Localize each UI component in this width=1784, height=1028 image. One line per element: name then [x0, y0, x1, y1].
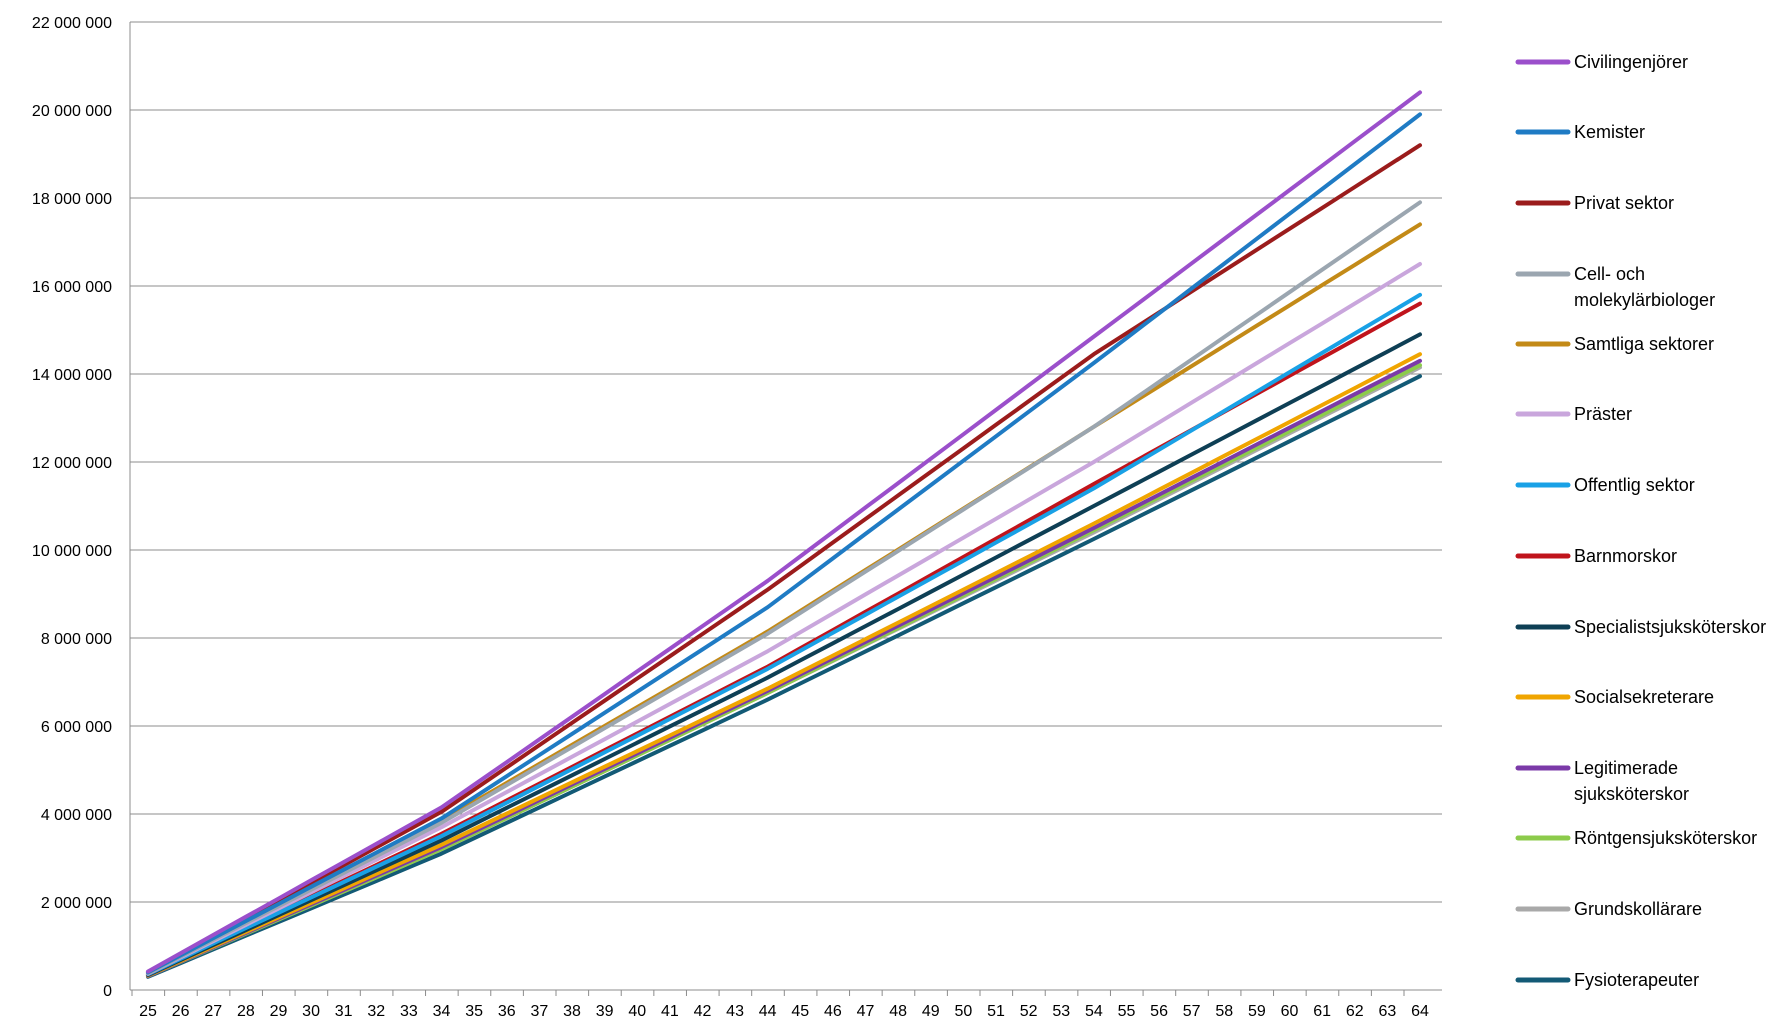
y-tick-label: 8 000 000: [41, 631, 112, 648]
x-tick-label: 62: [1346, 1003, 1364, 1020]
legend-entry-socialsekreterare: Socialsekreterare: [1515, 687, 1714, 707]
y-tick-label: 22 000 000: [32, 15, 112, 32]
series-line-socialsekreterare: [146, 352, 1422, 978]
series-line-samtliga-sektorer: [146, 222, 1422, 975]
x-tick-label: 48: [889, 1003, 907, 1020]
y-tick-label: 12 000 000: [32, 455, 112, 472]
y-tick-label: 2 000 000: [41, 895, 112, 912]
axes: [129, 22, 1442, 996]
legend-label: Specialistsjuksköterskor: [1574, 617, 1766, 637]
legend-entry-specialistsjuksköterskor: Specialistsjuksköterskor: [1515, 617, 1766, 637]
y-tick-label: 6 000 000: [41, 719, 112, 736]
legend-entry-offentlig-sektor: Offentlig sektor: [1515, 475, 1695, 495]
legend-entry-barnmorskor: Barnmorskor: [1515, 546, 1677, 566]
y-tick-label: 4 000 000: [41, 807, 112, 824]
legend-entry-samtliga-sektorer: Samtliga sektorer: [1515, 334, 1714, 354]
gridlines: [130, 21, 1442, 991]
legend-entry-röntgensjuksköterskor: Röntgensjuksköterskor: [1515, 828, 1757, 848]
legend-entry-kemister: Kemister: [1515, 122, 1645, 142]
legend-label: Samtliga sektorer: [1574, 334, 1714, 354]
x-tick-label: 43: [726, 1003, 744, 1020]
x-tick-label: 61: [1313, 1003, 1331, 1020]
x-tick-label: 44: [759, 1003, 777, 1020]
legend-label: Socialsekreterare: [1574, 687, 1714, 707]
x-tick-label: 55: [1118, 1003, 1136, 1020]
legend-entry-cell-och-molekylärbiologer: Cell- och molekylärbiologer: [1515, 264, 1715, 310]
x-tick-label: 34: [433, 1003, 451, 1020]
y-tick-label: 0: [103, 983, 112, 1000]
x-tick-label: 28: [237, 1003, 255, 1020]
x-tick-label: 33: [400, 1003, 418, 1020]
series-line-privat-sektor: [146, 143, 1422, 974]
legend-label: Fysioterapeuter: [1574, 970, 1699, 990]
x-tick-label: 27: [204, 1003, 222, 1020]
x-tick-label: 63: [1378, 1003, 1396, 1020]
x-tick-label: 29: [270, 1003, 288, 1020]
legend-label: Grundskollärare: [1574, 899, 1702, 919]
legend: Civilingenjörer Kemister Privat sektor Cell…: [1515, 52, 1766, 990]
x-tick-label: 54: [1085, 1003, 1103, 1020]
x-tick-label: 60: [1281, 1003, 1299, 1020]
legend-entry-legitimerade-sjuksköterskor: Legitimerade sjuksköterskor: [1515, 758, 1689, 804]
legend-label: Kemister: [1574, 122, 1645, 142]
legend-entry-privat-sektor: Privat sektor: [1515, 193, 1674, 213]
x-tick-label: 32: [367, 1003, 385, 1020]
legend-entry-grundskollärare: Grundskollärare: [1515, 899, 1702, 919]
x-tick-label: 25: [139, 1003, 157, 1020]
x-tick-label: 26: [172, 1003, 190, 1020]
x-tick-label: 31: [335, 1003, 353, 1020]
x-tick-label: 41: [661, 1003, 679, 1020]
x-tick-label: 40: [628, 1003, 646, 1020]
y-tick-label: 20 000 000: [32, 103, 112, 120]
y-axis-tick-labels: 0 2 000 000 4 000 000 6 000 000 8 000 000 10 …: [32, 15, 112, 1000]
legend-label: Offentlig sektor: [1574, 475, 1695, 495]
legend-label: Cell- och: [1574, 264, 1645, 284]
legend-label: Röntgensjuksköterskor: [1574, 828, 1757, 848]
y-tick-label: 18 000 000: [32, 191, 112, 208]
x-tick-label: 36: [498, 1003, 516, 1020]
legend-label: sjuksköterskor: [1574, 784, 1689, 804]
y-tick-label: 16 000 000: [32, 279, 112, 296]
series-line-kemister: [146, 112, 1422, 975]
x-tick-label: 39: [596, 1003, 614, 1020]
x-tick-label: 45: [791, 1003, 809, 1020]
series-line-specialistsjuksköterskor: [146, 332, 1422, 977]
y-tick-label: 10 000 000: [32, 543, 112, 560]
legend-label: Legitimerade: [1574, 758, 1678, 778]
legend-label: Präster: [1574, 404, 1632, 424]
x-tick-label: 53: [1052, 1003, 1070, 1020]
x-tick-label: 51: [987, 1003, 1005, 1020]
y-tick-label: 14 000 000: [32, 367, 112, 384]
x-tick-label: 52: [1020, 1003, 1038, 1020]
series-line-präster: [146, 262, 1422, 976]
legend-entry-civilingenjörer: Civilingenjörer: [1515, 52, 1688, 72]
x-tick-label: 42: [694, 1003, 712, 1020]
x-tick-label: 38: [563, 1003, 581, 1020]
series-line-cell-och-molekylärbiologer: [146, 200, 1422, 976]
legend-label: molekylärbiologer: [1574, 290, 1715, 310]
x-tick-label: 56: [1150, 1003, 1168, 1020]
legend-label: Privat sektor: [1574, 193, 1674, 213]
legend-entry-präster: Präster: [1515, 404, 1632, 424]
series-line-civilingenjörer: [146, 90, 1422, 974]
series-lines: [146, 90, 1422, 979]
x-tick-label: 50: [954, 1003, 972, 1020]
x-axis-tick-labels: 25 26 27 28 29 30 31 32 33 34 35 36 37 38 39 40 41 42 43 44…: [139, 1003, 1429, 1020]
x-tick-label: 37: [530, 1003, 548, 1020]
x-tick-label: 46: [824, 1003, 842, 1020]
x-tick-label: 47: [857, 1003, 875, 1020]
x-tick-label: 59: [1248, 1003, 1266, 1020]
x-tick-label: 64: [1411, 1003, 1429, 1020]
legend-entry-fysioterapeuter: Fysioterapeuter: [1515, 970, 1699, 990]
legend-label: Civilingenjörer: [1574, 52, 1688, 72]
x-tick-label: 30: [302, 1003, 320, 1020]
series-line-fysioterapeuter: [146, 374, 1422, 979]
legend-label: Barnmorskor: [1574, 546, 1677, 566]
series-line-offentlig-sektor: [146, 292, 1422, 977]
x-tick-label: 49: [922, 1003, 940, 1020]
x-tick-label: 58: [1215, 1003, 1233, 1020]
x-tick-label: 57: [1183, 1003, 1201, 1020]
x-tick-label: 35: [465, 1003, 483, 1020]
